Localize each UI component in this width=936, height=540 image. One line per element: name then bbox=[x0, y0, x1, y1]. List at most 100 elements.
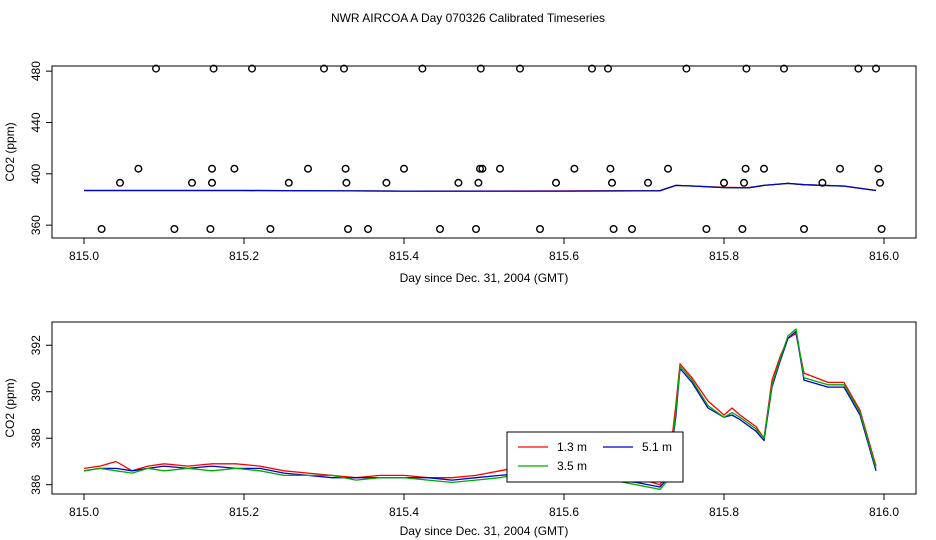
calibration-point bbox=[436, 224, 445, 233]
calibration-point bbox=[588, 64, 597, 73]
calibration-point bbox=[818, 178, 827, 187]
calibration-point bbox=[209, 64, 218, 73]
top-series-group bbox=[84, 182, 877, 192]
calibration-point bbox=[340, 64, 349, 73]
legend-label-1.3m: 1.3 m bbox=[557, 440, 587, 454]
calibration-point bbox=[400, 164, 409, 173]
bottom-x-axis-label: Day since Dec. 31, 2004 (GMT) bbox=[400, 524, 569, 538]
calibration-point bbox=[478, 164, 487, 173]
calibration-point bbox=[284, 178, 293, 187]
calibration-point bbox=[344, 224, 353, 233]
calibration-point bbox=[877, 224, 886, 233]
calibration-point bbox=[151, 64, 160, 73]
top-y-axis: 360 400 440 480 bbox=[29, 61, 52, 235]
calibration-point bbox=[382, 178, 391, 187]
bottom-chart: 815.0 815.2 815.4 815.6 815.8 816.0 386 388 390… bbox=[3, 321, 917, 538]
y-tick-label: 392 bbox=[29, 335, 43, 355]
calibration-point bbox=[570, 164, 579, 173]
calibration-point bbox=[187, 178, 196, 187]
calibration-point bbox=[664, 164, 673, 173]
legend-label-5.1m: 5.1 m bbox=[642, 440, 672, 454]
y-tick-label: 360 bbox=[29, 215, 43, 235]
calibration-point bbox=[364, 224, 373, 233]
bottom-series-group bbox=[83, 328, 877, 491]
calibration-point bbox=[552, 178, 561, 187]
figure-title: NWR AIRCOA A Day 070326 Calibrated Times… bbox=[331, 11, 605, 25]
x-tick-label: 815.0 bbox=[69, 505, 99, 519]
calibration-point bbox=[741, 164, 750, 173]
bottom-plot-frame bbox=[51, 321, 917, 495]
calibration-point bbox=[454, 178, 463, 187]
x-tick-label: 815.0 bbox=[69, 249, 99, 263]
calibration-point bbox=[720, 178, 729, 187]
calibration-point bbox=[604, 64, 613, 73]
y-tick-label: 400 bbox=[29, 163, 43, 183]
calibration-point bbox=[682, 64, 691, 73]
calibration-point bbox=[496, 164, 505, 173]
calibration-point bbox=[800, 224, 809, 233]
bottom-x-axis: 815.0 815.2 815.4 815.6 815.8 816.0 bbox=[69, 494, 899, 519]
calibration-point bbox=[476, 164, 485, 173]
top-x-axis: 815.0 815.2 815.4 815.6 815.8 816.0 bbox=[69, 238, 899, 263]
series-2-line bbox=[84, 182, 877, 192]
calibration-point bbox=[341, 164, 350, 173]
calibration-point bbox=[476, 64, 485, 73]
top-plot-frame bbox=[51, 65, 917, 239]
y-tick-label: 386 bbox=[29, 474, 43, 494]
calibration-point bbox=[342, 178, 351, 187]
x-tick-label: 815.4 bbox=[389, 505, 419, 519]
x-tick-label: 815.2 bbox=[229, 505, 259, 519]
calibration-point bbox=[876, 178, 885, 187]
calibration-point bbox=[320, 64, 329, 73]
bottom-y-axis: 386 388 390 392 bbox=[29, 335, 52, 495]
y-tick-label: 388 bbox=[29, 428, 43, 448]
calibration-point bbox=[644, 178, 653, 187]
calibration-point bbox=[418, 64, 427, 73]
top-points-group bbox=[97, 64, 886, 233]
calibration-point bbox=[606, 164, 615, 173]
calibration-point bbox=[115, 178, 124, 187]
x-tick-label: 815.6 bbox=[549, 505, 579, 519]
calibration-point bbox=[702, 224, 711, 233]
calibration-point bbox=[836, 164, 845, 173]
calibration-point bbox=[516, 64, 525, 73]
calibration-point bbox=[230, 164, 239, 173]
calibration-point bbox=[472, 224, 481, 233]
top-x-axis-label: Day since Dec. 31, 2004 (GMT) bbox=[400, 271, 569, 285]
calibration-point bbox=[97, 224, 106, 233]
top-chart: 815.0 815.2 815.4 815.6 815.8 816.0 360 400 440… bbox=[3, 61, 917, 285]
top-y-axis-label: CO2 (ppm) bbox=[3, 122, 17, 181]
legend: 1.3 m 5.1 m 3.5 m bbox=[506, 431, 684, 483]
calibration-point bbox=[170, 224, 179, 233]
x-tick-label: 816.0 bbox=[869, 249, 899, 263]
y-tick-label: 440 bbox=[29, 112, 43, 132]
calibration-point bbox=[474, 178, 483, 187]
x-tick-label: 816.0 bbox=[869, 505, 899, 519]
calibration-point bbox=[854, 64, 863, 73]
legend-label-3.5m: 3.5 m bbox=[557, 459, 587, 473]
bottom-y-axis-label: CO2 (ppm) bbox=[3, 378, 17, 437]
calibration-point bbox=[608, 178, 617, 187]
x-tick-label: 815.4 bbox=[389, 249, 419, 263]
x-tick-label: 815.8 bbox=[709, 505, 739, 519]
calibration-point bbox=[760, 164, 769, 173]
series-5.1m-line bbox=[83, 330, 877, 488]
x-tick-label: 815.6 bbox=[549, 249, 579, 263]
y-tick-label: 390 bbox=[29, 381, 43, 401]
calibration-point bbox=[740, 178, 749, 187]
calibration-point bbox=[304, 164, 313, 173]
series-1.3m-line bbox=[83, 332, 877, 486]
y-tick-label: 480 bbox=[29, 61, 43, 81]
calibration-point bbox=[266, 224, 275, 233]
calibration-point bbox=[628, 224, 637, 233]
calibration-point bbox=[247, 64, 256, 73]
calibration-point bbox=[874, 164, 883, 173]
calibration-point bbox=[780, 64, 789, 73]
calibration-point bbox=[742, 64, 751, 73]
calibration-point bbox=[134, 164, 143, 173]
calibration-point bbox=[872, 64, 881, 73]
calibration-point bbox=[536, 224, 545, 233]
series-3.5m-line bbox=[83, 328, 877, 491]
legend-box bbox=[506, 431, 684, 483]
